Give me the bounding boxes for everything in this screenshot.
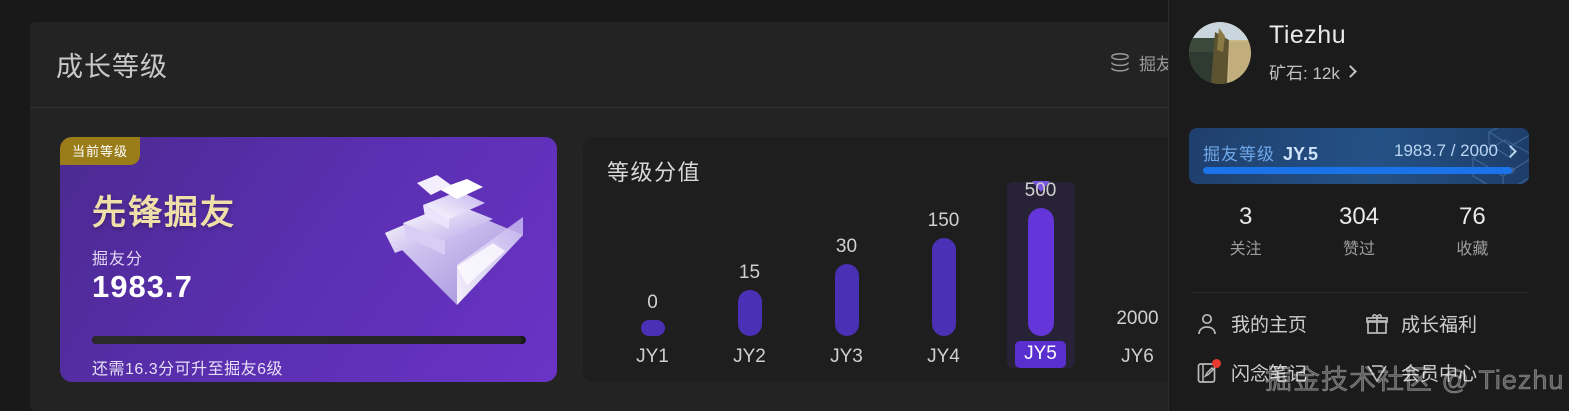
sidebar-progress-bar xyxy=(1203,167,1515,174)
chart-bar[interactable] xyxy=(834,264,859,336)
ore-label: 矿石: 12k xyxy=(1269,63,1340,83)
page-title: 成长等级 xyxy=(56,52,168,82)
chart-bar-value: 30 xyxy=(835,236,858,257)
crystal-gem-icon xyxy=(385,175,523,305)
chart-bar-value: 15 xyxy=(738,262,761,283)
gift-icon xyxy=(1365,312,1389,336)
username: Tiezhu xyxy=(1269,21,1347,50)
chart-bar-column[interactable]: 500 JY5 xyxy=(993,137,1088,382)
level-card-right: 1983.7 / 2000 xyxy=(1394,141,1517,161)
person-icon xyxy=(1195,312,1219,336)
notification-dot xyxy=(1212,358,1221,368)
chart-bar-label: JY6 xyxy=(1121,346,1154,367)
score-value: 1983.7 xyxy=(92,269,193,304)
profile-sidebar: Tiezhu 矿石: 12k 掘友等级 JY.5 1983.7 / 2000 xyxy=(1168,0,1569,411)
panel-header: 成长等级 掘友分 xyxy=(30,22,1340,108)
chart-bar-column[interactable]: 15 JY2 xyxy=(702,137,797,382)
level-name: 先锋掘友 xyxy=(92,194,236,232)
level-progress-card[interactable]: 掘友等级 JY.5 1983.7 / 2000 xyxy=(1189,128,1529,184)
chart-bar[interactable] xyxy=(931,238,956,336)
ore-link[interactable]: 矿石: 12k xyxy=(1269,59,1357,84)
menu-item-label: 成长福利 xyxy=(1401,315,1478,336)
divider xyxy=(1191,292,1527,293)
level-card-level: JY.5 xyxy=(1283,144,1319,164)
level-card-progress-text: 1983.7 / 2000 xyxy=(1394,141,1498,160)
chart-bar-value: 500 xyxy=(1024,180,1057,201)
level-progress-bar xyxy=(92,336,526,344)
menu-item-person[interactable]: 我的主页 xyxy=(1195,310,1365,337)
chart-title: 等级分值 xyxy=(607,160,702,185)
triangle-down-marker xyxy=(1031,181,1050,192)
chart-bar-label: JY4 xyxy=(927,346,960,367)
stat-number: 76 xyxy=(1458,203,1486,230)
menu-grid: 我的主页 成长福利闪念笔记 会员中心 xyxy=(1195,310,1535,386)
chevron-right-icon xyxy=(1504,144,1517,158)
chart-bars-area: 0 JY1 15 JY2 30 JY3 150 JY4 500 JY5 2000 JY6 xyxy=(583,137,1183,382)
avatar[interactable] xyxy=(1189,22,1251,84)
current-level-badge: 当前等级 xyxy=(60,137,141,165)
chart-bar[interactable] xyxy=(737,290,762,336)
stat-label: 收藏 xyxy=(1456,241,1489,258)
chart-bar-column[interactable]: 30 JY3 xyxy=(799,137,894,382)
menu-item-label: 会员中心 xyxy=(1401,364,1478,385)
stat-item[interactable]: 76 收藏 xyxy=(1416,202,1529,259)
chart-bar[interactable] xyxy=(1027,208,1054,336)
growth-level-panel: 成长等级 掘友分 当前等级 先锋掘友 掘友分 1983.7 还需16.3分可升至… xyxy=(30,22,1340,411)
chart-bar-value: 2000 xyxy=(1116,308,1159,329)
coins-icon xyxy=(1111,52,1129,72)
stat-number: 3 xyxy=(1238,203,1253,230)
chart-bar-column[interactable]: 150 JY4 xyxy=(896,137,991,382)
chart-bar-label: JY2 xyxy=(733,346,766,367)
chart-bar-label: JY3 xyxy=(830,346,863,367)
stat-number: 304 xyxy=(1338,203,1380,230)
note-pen-icon xyxy=(1195,358,1221,385)
level-upgrade-hint: 还需16.3分可升至掘友6级 xyxy=(92,361,284,378)
menu-item-note-pen[interactable]: 闪念笔记 xyxy=(1195,358,1365,386)
stats-row: 3 关注 304 赞过 76 收藏 xyxy=(1189,202,1529,259)
crown-v-icon xyxy=(1365,361,1389,385)
profile-row[interactable]: Tiezhu 矿石: 12k xyxy=(1189,21,1357,84)
level-score-chart: 等级分值 0 JY1 15 JY2 30 JY3 150 JY4 500 JY5 2000 JY6 xyxy=(583,137,1183,382)
stat-label: 关注 xyxy=(1229,241,1262,258)
chart-bar-column[interactable]: 0 JY1 xyxy=(605,137,700,382)
current-level-card[interactable]: 当前等级 先锋掘友 掘友分 1983.7 还需16.3分可升至掘友6级 xyxy=(60,137,557,382)
stat-label: 赞过 xyxy=(1342,241,1375,258)
chevron-right-icon xyxy=(1343,64,1357,78)
chart-bar[interactable] xyxy=(640,320,665,336)
level-card-left: 掘友等级 JY.5 xyxy=(1203,140,1318,165)
stat-item[interactable]: 304 赞过 xyxy=(1302,202,1415,259)
chart-bar-label: JY1 xyxy=(636,346,669,367)
level-progress-fill xyxy=(92,336,522,344)
score-label: 掘友分 xyxy=(92,251,144,268)
avatar-photo xyxy=(1189,22,1251,84)
menu-item-gift[interactable]: 成长福利 xyxy=(1365,310,1535,337)
level-card-title: 掘友等级 xyxy=(1203,145,1275,164)
chart-bar-value: 0 xyxy=(647,292,658,313)
menu-item-crown-v[interactable]: 会员中心 xyxy=(1365,359,1535,386)
menu-item-label: 闪念笔记 xyxy=(1231,364,1308,385)
chart-bar-value: 150 xyxy=(927,210,960,231)
chart-bar-label: JY5 xyxy=(993,341,1088,368)
stat-item[interactable]: 3 关注 xyxy=(1189,202,1302,259)
sidebar-progress-fill xyxy=(1203,167,1512,174)
menu-item-label: 我的主页 xyxy=(1231,315,1308,336)
chart-bar-column[interactable]: 2000 JY6 xyxy=(1090,137,1183,382)
